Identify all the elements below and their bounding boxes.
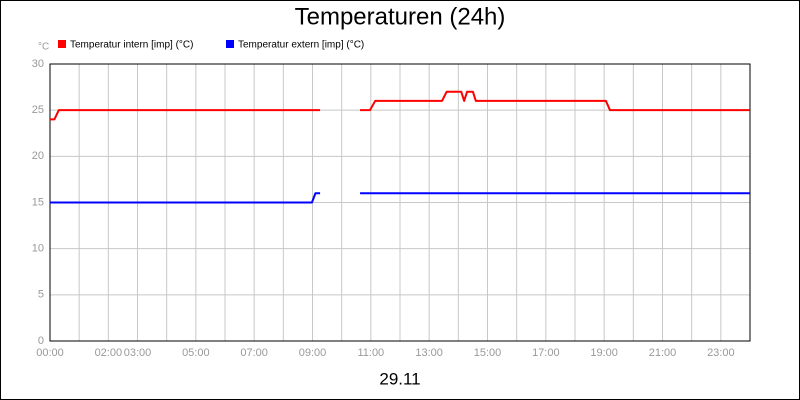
y-tick-label: 25 xyxy=(32,104,44,116)
x-tick-label: 13:00 xyxy=(415,347,443,359)
x-tick-label: 03:00 xyxy=(124,347,152,359)
x-axis-label: 29.11 xyxy=(379,369,420,388)
x-tick-label: 09:00 xyxy=(299,347,327,359)
legend-swatch xyxy=(58,40,66,48)
x-tick-label: 02:00 xyxy=(95,347,123,359)
x-tick-label: 05:00 xyxy=(182,347,210,359)
y-tick-label: 30 xyxy=(32,58,44,70)
x-tick-label: 17:00 xyxy=(532,347,560,359)
x-tick-label: 21:00 xyxy=(649,347,677,359)
chart-title: Temperaturen (24h) xyxy=(295,3,506,30)
x-tick-label: 11:00 xyxy=(357,347,384,359)
series-line xyxy=(50,192,750,204)
y-tick-label: 0 xyxy=(38,335,44,347)
series-line xyxy=(50,90,750,121)
y-axis-label: °C xyxy=(38,42,49,53)
legend-swatch xyxy=(226,40,234,48)
x-tick-label: 23:00 xyxy=(707,347,735,359)
legend-label: Temperatur intern [imp] (°C) xyxy=(70,40,193,51)
x-tick-label: 15:00 xyxy=(474,347,502,359)
y-tick-label: 20 xyxy=(32,150,44,162)
y-tick-label: 15 xyxy=(32,196,44,208)
legend-label: Temperatur extern [imp] (°C) xyxy=(238,40,364,51)
y-tick-label: 10 xyxy=(32,243,44,255)
x-tick-label: 19:00 xyxy=(590,347,618,359)
x-tick-label: 07:00 xyxy=(240,347,268,359)
x-tick-label: 00:00 xyxy=(36,347,64,359)
y-tick-label: 5 xyxy=(38,289,44,301)
